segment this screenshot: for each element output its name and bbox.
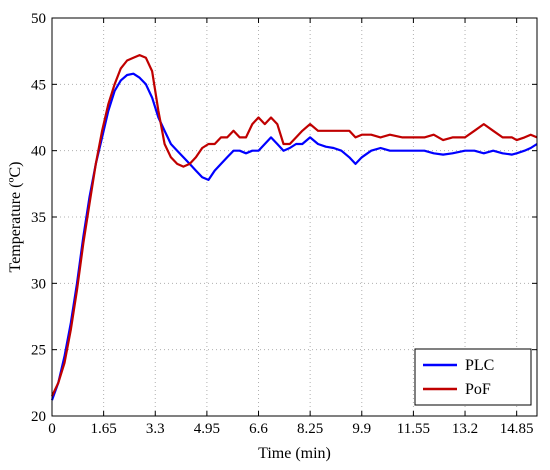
legend-box bbox=[414, 348, 532, 406]
series-line-pof bbox=[51, 53, 538, 397]
x-tick-label: 9.9 bbox=[352, 421, 371, 437]
ticks: 0 1.65 3.3 4.95 6.6 8.25 9.9 11.55 13.2 14.85 20 25… bbox=[31, 11, 537, 437]
y-tick-label: 30 bbox=[31, 276, 46, 292]
x-tick-label: 0 bbox=[48, 421, 56, 437]
y-tick-label: 40 bbox=[31, 144, 46, 160]
y-tick-label: 25 bbox=[31, 343, 46, 359]
y-tick-label: 35 bbox=[31, 210, 46, 226]
y-axis-label: Temperature (ºC) bbox=[7, 162, 24, 273]
legend: PLC PoF bbox=[414, 348, 532, 406]
x-tick-label: 14.85 bbox=[500, 421, 534, 437]
x-tick-label: 1.65 bbox=[91, 421, 117, 437]
y-tick-label: 50 bbox=[31, 11, 46, 27]
x-tick-label: 8.25 bbox=[297, 421, 323, 437]
x-tick-label: 3.3 bbox=[146, 421, 165, 437]
legend-label-pof: PoF bbox=[465, 381, 491, 398]
y-tick-label: 45 bbox=[31, 77, 46, 93]
x-tick-label: 6.6 bbox=[249, 421, 268, 437]
x-axis-label: Time (min) bbox=[258, 445, 331, 462]
series-group bbox=[50, 53, 538, 401]
series-line-plc bbox=[50, 72, 538, 401]
x-tick-label: 4.95 bbox=[194, 421, 220, 437]
x-tick-label: 13.2 bbox=[452, 421, 478, 437]
x-tick-label: 11.55 bbox=[397, 421, 430, 437]
y-tick-label: 20 bbox=[31, 409, 46, 425]
legend-label-plc: PLC bbox=[465, 357, 494, 374]
